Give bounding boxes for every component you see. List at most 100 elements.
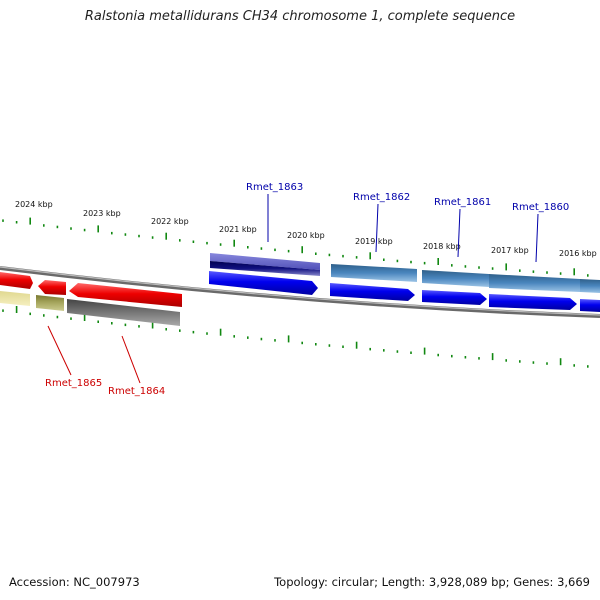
- minor-tick: [532, 361, 535, 364]
- major-tick: [301, 246, 303, 254]
- gene-feature: [489, 274, 580, 292]
- minor-tick: [559, 272, 562, 275]
- major-tick: [219, 328, 222, 336]
- minor-tick: [124, 323, 127, 327]
- page-title: Ralstonia metallidurans CH34 chromosome …: [84, 9, 516, 24]
- minor-tick: [451, 264, 453, 267]
- minor-tick: [138, 325, 140, 328]
- cds-feature: [489, 294, 577, 310]
- cds-feature: [330, 283, 415, 301]
- major-tick: [437, 258, 439, 265]
- major-tick: [165, 232, 167, 240]
- major-tick: [423, 347, 426, 355]
- minor-tick: [179, 239, 181, 242]
- forward-gene-track: [210, 253, 600, 293]
- minor-tick: [546, 362, 548, 365]
- minor-tick: [573, 364, 575, 367]
- minor-tick: [342, 254, 344, 258]
- scale-ticks-inner: [2, 306, 589, 368]
- minor-tick: [410, 260, 412, 264]
- minor-tick: [274, 339, 276, 342]
- minor-tick: [2, 219, 4, 222]
- minor-tick: [70, 317, 72, 320]
- gene-feature: [331, 264, 417, 282]
- minor-tick: [587, 365, 589, 368]
- minor-tick: [124, 233, 127, 236]
- minor-tick: [247, 246, 249, 249]
- major-tick: [233, 239, 235, 247]
- cds-feature: [0, 272, 33, 289]
- major-tick: [369, 252, 371, 260]
- minor-tick: [546, 271, 548, 274]
- minor-tick: [111, 231, 113, 235]
- minor-tick: [423, 261, 426, 265]
- tick-label: 2024 kbp: [15, 200, 53, 209]
- topology-text: Topology: circular; Length: 3,928,089 bp…: [274, 575, 590, 589]
- forward-cds-track: [209, 271, 600, 312]
- tick-label: 2019 kbp: [355, 237, 393, 246]
- minor-tick: [437, 353, 439, 357]
- minor-tick: [587, 274, 589, 277]
- minor-tick: [519, 269, 521, 272]
- gene-label: Rmet_1865: [45, 378, 102, 389]
- minor-tick: [478, 266, 480, 269]
- minor-tick: [505, 359, 507, 362]
- tick-label: 2023 kbp: [83, 209, 121, 218]
- gene-feature: [422, 270, 489, 287]
- minor-tick: [192, 330, 195, 334]
- minor-tick: [274, 248, 276, 252]
- reverse-gene-track: [0, 291, 180, 326]
- minor-tick: [396, 259, 399, 263]
- reverse-gene-labels: Rmet_1865 Rmet_1864: [45, 325, 165, 397]
- minor-tick: [192, 240, 195, 243]
- cds-feature: [209, 271, 318, 295]
- minor-tick: [478, 357, 480, 360]
- minor-tick: [369, 347, 371, 351]
- gene-feature: [67, 299, 180, 326]
- minor-tick: [342, 345, 344, 348]
- cds-feature: [580, 299, 600, 312]
- backbone: [0, 266, 600, 318]
- minor-tick: [315, 343, 317, 346]
- gene-label: Rmet_1863: [246, 182, 303, 193]
- gene-label: Rmet_1861: [434, 197, 491, 208]
- minor-tick: [315, 252, 317, 255]
- major-tick: [97, 225, 99, 233]
- major-tick: [491, 353, 494, 361]
- minor-tick: [206, 241, 208, 245]
- gene-feature: [210, 261, 320, 276]
- minor-tick: [15, 221, 18, 224]
- gene-label: Rmet_1860: [512, 202, 569, 213]
- scale-labels: 2024 kbp 2023 kbp 2022 kbp 2021 kbp 2020…: [15, 200, 597, 258]
- forward-gene-labels: Rmet_1863 Rmet_1862 Rmet_1861 Rmet_1860: [246, 182, 569, 263]
- minor-tick: [43, 314, 45, 317]
- minor-tick: [328, 344, 331, 347]
- minor-tick: [247, 336, 249, 339]
- scale-ticks-outer: [2, 217, 589, 277]
- accession-text: Accession: NC_007973: [9, 575, 140, 589]
- minor-tick: [151, 236, 154, 239]
- gene-feature: [36, 295, 64, 311]
- tick-label: 2018 kbp: [423, 242, 461, 251]
- gene-feature: [580, 279, 600, 293]
- tick-label: 2017 kbp: [491, 246, 529, 255]
- major-tick: [151, 321, 154, 329]
- minor-tick: [519, 360, 521, 363]
- major-tick: [355, 341, 358, 349]
- minor-tick: [43, 224, 45, 227]
- major-tick: [505, 263, 507, 271]
- major-tick: [15, 306, 18, 313]
- minor-tick: [179, 329, 181, 332]
- major-tick: [83, 314, 86, 321]
- minor-tick: [396, 350, 399, 353]
- major-tick: [573, 268, 575, 276]
- major-tick: [287, 335, 290, 343]
- minor-tick: [260, 247, 263, 250]
- tick-label: 2022 kbp: [151, 217, 189, 226]
- tick-label: 2016 kbp: [559, 249, 597, 258]
- minor-tick: [111, 322, 113, 325]
- tick-label: 2021 kbp: [219, 225, 257, 234]
- minor-tick: [29, 312, 31, 316]
- gene-label: Rmet_1864: [108, 386, 165, 397]
